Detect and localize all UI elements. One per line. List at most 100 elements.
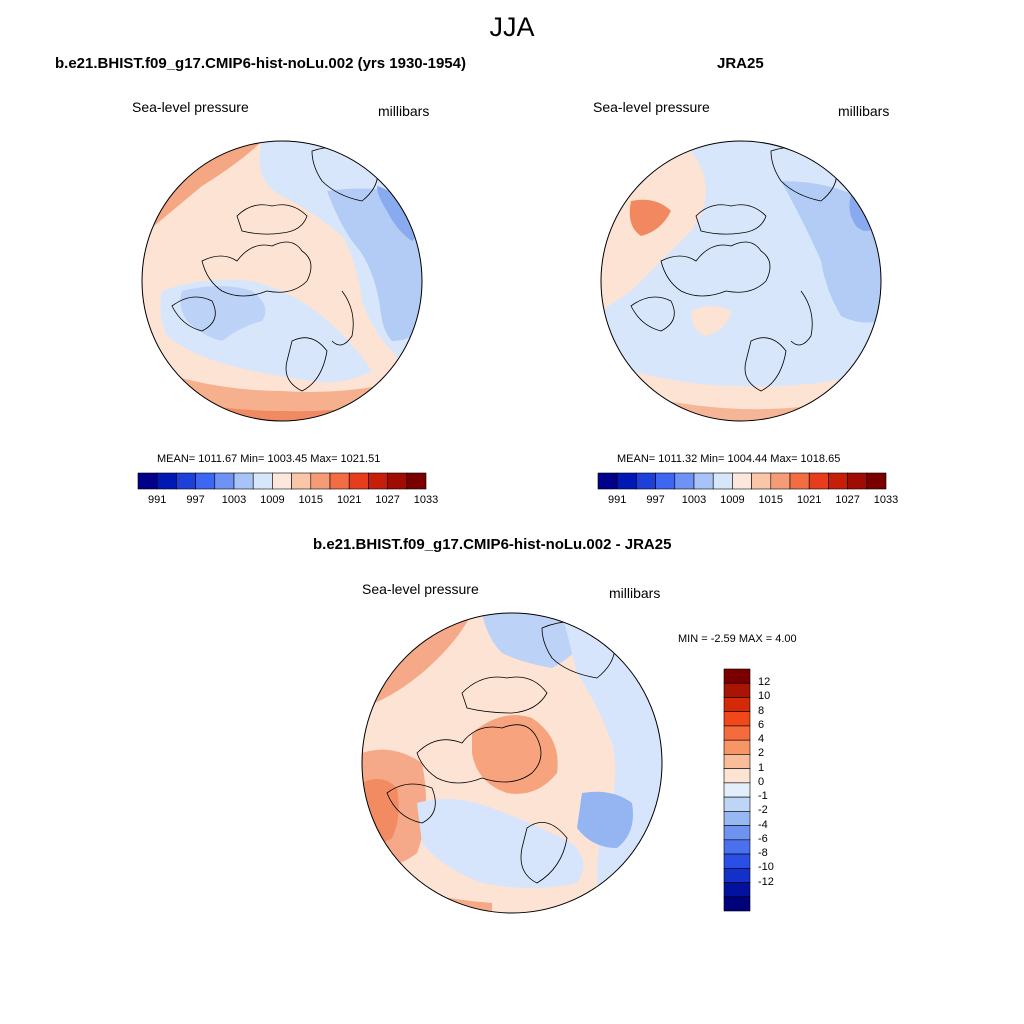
panel3-colorbar-box xyxy=(723,882,751,898)
panel1-colorbar-box xyxy=(368,472,388,490)
panel3-colorbar-tick-label: -2 xyxy=(758,804,768,817)
panel3-colorbar-box xyxy=(723,782,751,798)
panel3-colorbar-box xyxy=(723,896,751,912)
panel2-colorbar-tick-label: 1009 xyxy=(720,494,745,506)
panel2-variable-label: Sea-level pressure xyxy=(593,99,710,115)
panel2-colorbar-tick-label: 1021 xyxy=(796,494,822,506)
panel2-colorbar-box xyxy=(655,472,676,490)
panel3-colorbar-tick-label: -12 xyxy=(758,875,774,888)
panel2-colorbar-box xyxy=(751,472,772,490)
panel1-colorbar-box xyxy=(291,472,312,490)
panel1-colorbar-box xyxy=(137,472,158,490)
panel1-colorbar-box xyxy=(176,472,196,490)
panel3-colorbar xyxy=(723,668,751,912)
panel2-colorbar-box xyxy=(828,472,848,490)
panel3-polar-map xyxy=(361,612,663,914)
panel1-colorbar-box xyxy=(406,472,427,490)
panel3-colorbar-box xyxy=(723,697,751,713)
panel2-colorbar-box xyxy=(789,472,810,490)
panel2-colorbar-box xyxy=(636,472,656,490)
panel3-colorbar-box xyxy=(723,825,751,841)
panel2-colorbar-labels: 991 997 1003 1009 1015 1021 1027 1033 xyxy=(598,494,898,508)
panel3-colorbar-tick-label: 8 xyxy=(758,704,765,717)
panel2-colorbar-tick-label: 997 xyxy=(646,494,665,506)
panel3-colorbar-tick-label: 6 xyxy=(758,718,765,731)
panel1-colorbar-tick-label: 1015 xyxy=(298,494,324,506)
panel2-colorbar xyxy=(597,472,887,490)
panel3-title: b.e21.BHIST.f09_g17.CMIP6-hist-noLu.002 … xyxy=(313,536,672,553)
panel1-colorbar-tick-label: 1003 xyxy=(221,494,247,506)
panel2-polar-map xyxy=(600,140,882,422)
panel1-colorbar-tick-label: 997 xyxy=(186,494,205,506)
panel3-colorbar-labels: 12 10 8 6 4 2 1 0 -1 -2 -4 -6 -8 -10 -12 xyxy=(758,669,798,911)
panel3-colorbar-tick-label: -1 xyxy=(758,790,768,803)
panel2-colorbar-tick-label: 1033 xyxy=(873,494,899,506)
panel3-colorbar-tick-label: 2 xyxy=(758,747,765,760)
panel1-colorbar-box xyxy=(387,472,408,490)
panel3-colorbar-tick-label: 12 xyxy=(758,676,771,689)
panel1-colorbar-box xyxy=(195,472,216,490)
panel3-colorbar-tick-label: -6 xyxy=(758,832,768,845)
panel3-colorbar-tick-label: -8 xyxy=(758,847,768,860)
panel2-stats: MEAN= 1011.32 Min= 1004.44 Max= 1018.65 xyxy=(617,453,841,465)
panel3-colorbar-box xyxy=(723,754,751,769)
panel2-colorbar-box xyxy=(847,472,868,490)
panel3-colorbar-box xyxy=(723,811,751,826)
panel2-colorbar-tick-label: 991 xyxy=(608,494,627,506)
panel2-colorbar-tick-label: 1027 xyxy=(835,494,860,506)
panel2-colorbar-tick-label: 1015 xyxy=(758,494,784,506)
panel3-units-label: millibars xyxy=(609,585,661,601)
panel3-colorbar-tick-label: -10 xyxy=(758,861,774,874)
panel3-stats: MIN = -2.59 MAX = 4.00 xyxy=(678,633,797,645)
panel1-colorbar-box xyxy=(252,472,273,490)
panel3-colorbar-box xyxy=(723,668,751,684)
panel2-colorbar-box xyxy=(616,472,637,490)
panel1-colorbar-labels: 991 997 1003 1009 1015 1021 1027 1033 xyxy=(138,494,438,508)
panel1-title: b.e21.BHIST.f09_g17.CMIP6-hist-noLu.002 … xyxy=(55,55,466,72)
panel1-colorbar-box xyxy=(348,472,369,490)
panel1-polar-map xyxy=(141,140,423,422)
panel3-colorbar-tick-label: 10 xyxy=(758,690,771,703)
panel1-variable-label: Sea-level pressure xyxy=(132,99,249,115)
panel3-colorbar-box xyxy=(723,867,751,883)
panel2-colorbar-tick-label: 1003 xyxy=(681,494,707,506)
panel1-colorbar-tick-label: 1021 xyxy=(336,494,362,506)
panel1-colorbar-box xyxy=(214,472,235,490)
panel2-colorbar-box xyxy=(712,472,733,490)
panel3-colorbar-tick-label: 4 xyxy=(758,733,765,746)
panel3-colorbar-box xyxy=(723,739,751,755)
panel2-units-label: millibars xyxy=(838,103,890,119)
panel1-colorbar-box xyxy=(310,472,331,490)
panel2-title: JRA25 xyxy=(717,55,764,72)
panel1-stats: MEAN= 1011.67 Min= 1003.45 Max= 1021.51 xyxy=(157,453,381,465)
panel2-colorbar-box xyxy=(770,472,791,490)
panel1-colorbar-tick-label: 1009 xyxy=(260,494,285,506)
figure-title: JJA xyxy=(489,12,535,42)
panel3-colorbar-tick-label: 1 xyxy=(758,761,765,774)
panel2-colorbar-box xyxy=(732,472,752,490)
panel3-colorbar-box xyxy=(723,839,751,855)
panel2-colorbar-box xyxy=(674,472,695,490)
panel3-colorbar-tick-label: -4 xyxy=(758,818,768,831)
panel3-colorbar-tick-label: 0 xyxy=(758,775,765,788)
panel3-colorbar-box xyxy=(723,725,751,741)
panel1-colorbar-tick-label: 1027 xyxy=(375,494,400,506)
panel2-colorbar-box xyxy=(693,472,714,490)
panel3-colorbar-box xyxy=(723,682,751,698)
panel1-colorbar-box xyxy=(156,472,177,490)
panel1-colorbar-tick-label: 1033 xyxy=(413,494,439,506)
panel3-colorbar-box xyxy=(723,768,751,784)
panel1-colorbar-tick-label: 991 xyxy=(148,494,167,506)
panel2-colorbar-box xyxy=(597,472,618,490)
panel1-colorbar-box xyxy=(272,472,292,490)
panel3-colorbar-box xyxy=(723,711,751,727)
panel3-colorbar-box xyxy=(723,853,751,869)
panel3-colorbar-box xyxy=(723,796,751,812)
panel1-colorbar-box xyxy=(233,472,254,490)
panel1-units-label: millibars xyxy=(378,103,430,119)
panel1-colorbar xyxy=(137,472,427,490)
panel2-colorbar-box xyxy=(866,472,887,490)
panel1-colorbar-box xyxy=(329,472,350,490)
panel2-colorbar-box xyxy=(808,472,829,490)
panel3-variable-label: Sea-level pressure xyxy=(362,581,479,597)
